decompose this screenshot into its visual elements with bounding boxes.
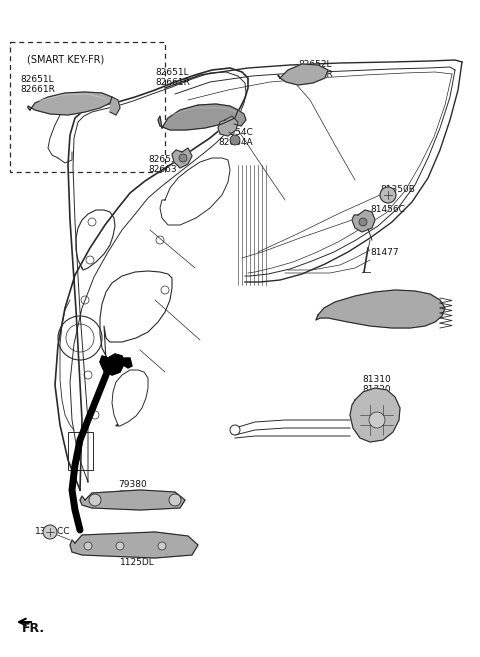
- Polygon shape: [110, 97, 120, 115]
- Polygon shape: [172, 148, 192, 168]
- Polygon shape: [350, 388, 400, 442]
- Text: 81456C: 81456C: [370, 205, 405, 214]
- Polygon shape: [316, 290, 445, 328]
- Polygon shape: [352, 210, 375, 232]
- Text: 81477: 81477: [370, 248, 398, 257]
- Circle shape: [369, 412, 385, 428]
- Text: 79380
79390: 79380 79390: [118, 480, 147, 499]
- Polygon shape: [158, 104, 238, 130]
- Text: FR.: FR.: [22, 622, 45, 635]
- Polygon shape: [278, 64, 328, 85]
- Polygon shape: [80, 490, 185, 510]
- Text: (SMART KEY-FR): (SMART KEY-FR): [27, 55, 104, 65]
- Text: 82651L
82661R: 82651L 82661R: [155, 68, 190, 87]
- Circle shape: [380, 187, 396, 203]
- Polygon shape: [70, 532, 198, 558]
- Polygon shape: [234, 110, 246, 126]
- Text: 1125DL: 1125DL: [120, 558, 155, 567]
- Polygon shape: [100, 354, 124, 375]
- Circle shape: [359, 218, 367, 226]
- Circle shape: [230, 425, 240, 435]
- Text: 82651L
82661R: 82651L 82661R: [20, 75, 55, 95]
- Text: 81350B: 81350B: [380, 185, 415, 194]
- Text: 1339CC: 1339CC: [35, 527, 71, 536]
- Bar: [68, 432, 93, 470]
- Circle shape: [89, 494, 101, 506]
- Text: 81310
81320: 81310 81320: [362, 375, 391, 394]
- Circle shape: [116, 542, 124, 550]
- Polygon shape: [218, 116, 238, 136]
- Bar: [10, 42, 165, 172]
- Text: 82654C
82664A: 82654C 82664A: [218, 128, 253, 147]
- Text: 82655
82665: 82655 82665: [372, 295, 401, 315]
- Circle shape: [179, 154, 187, 162]
- Circle shape: [169, 494, 181, 506]
- Circle shape: [43, 525, 57, 539]
- Text: 82653B
82663: 82653B 82663: [148, 155, 183, 174]
- Circle shape: [230, 135, 240, 145]
- Polygon shape: [28, 92, 112, 115]
- Text: 82652L
82652R: 82652L 82652R: [298, 60, 333, 79]
- Polygon shape: [122, 358, 132, 368]
- Circle shape: [158, 542, 166, 550]
- Circle shape: [84, 542, 92, 550]
